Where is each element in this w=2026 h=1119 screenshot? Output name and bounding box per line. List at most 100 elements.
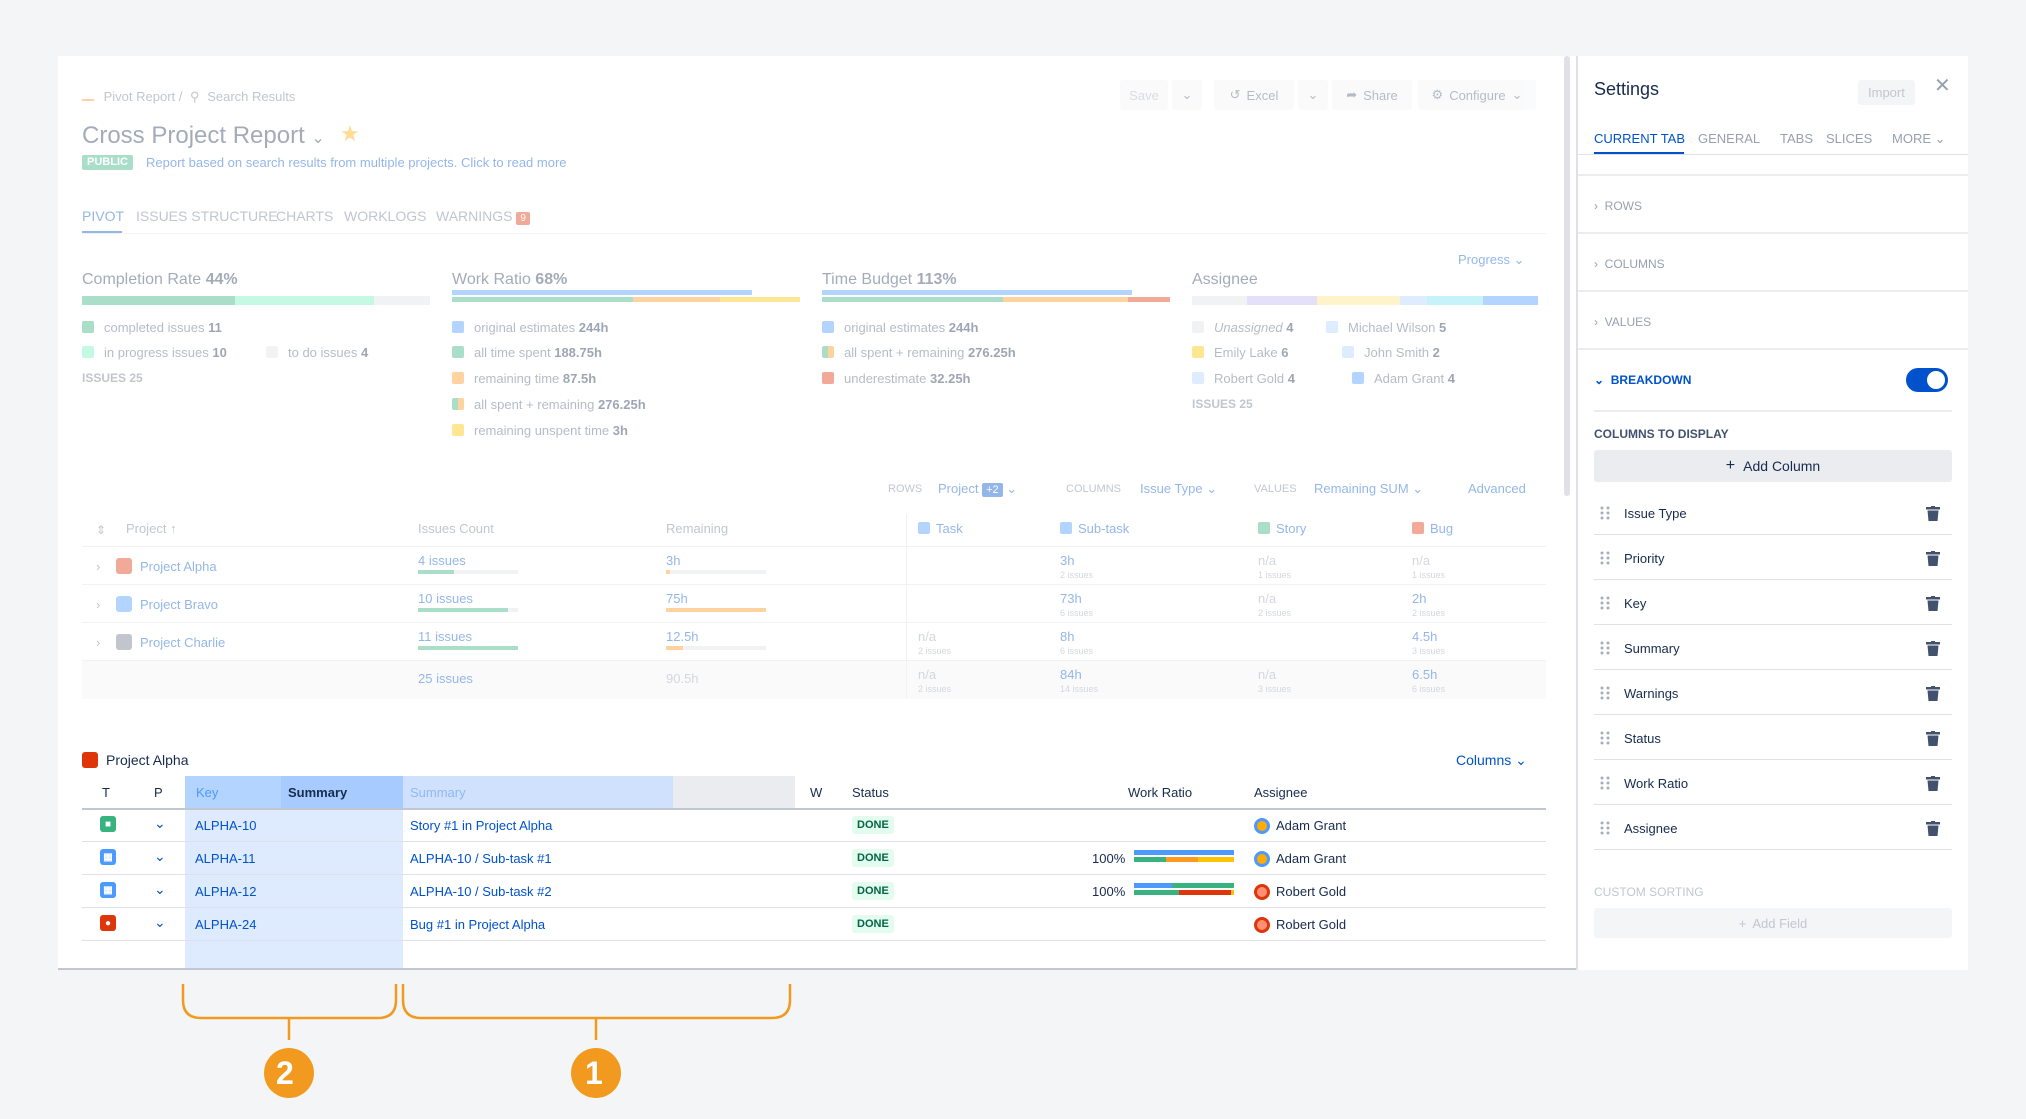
chevron-down-icon[interactable]: ⌄ [311,130,325,147]
excel-button[interactable]: ↺ Excel [1214,80,1294,110]
assignee-name[interactable]: Adam Grant [1276,851,1347,866]
assignee-name[interactable]: Adam Grant [1276,818,1347,833]
excel-dropdown-button[interactable]: ⌄ [1298,80,1328,110]
sort-icon[interactable]: ⇕ [96,523,107,537]
trash-icon[interactable] [1926,821,1940,836]
columns-dropdown[interactable]: Issue Type ⌄ [1140,481,1218,496]
drag-handle-icon[interactable] [1600,551,1610,565]
progress-dropdown[interactable]: Progress ⌄ [1458,252,1525,267]
tab-warnings[interactable]: WARNINGS 9 [436,208,530,225]
section-rows[interactable]: › ROWS [1594,199,1643,213]
assignee-name[interactable]: Robert Gold [1276,917,1347,932]
drag-handle-icon[interactable] [1600,776,1610,790]
pivot-row-name[interactable]: Project Bravo [140,597,219,612]
pivot-cell[interactable]: 3h [1060,553,1075,568]
page-title[interactable]: Cross Project Report ⌄ [82,122,325,149]
pivot-row-remaining[interactable]: 12.5h [666,629,699,644]
import-button[interactable]: Import [1858,80,1915,105]
settings-tab-more[interactable]: MORE ⌄ [1892,131,1946,146]
pivot-row-count[interactable]: 10 issues [418,591,473,606]
drag-handle-icon[interactable] [1600,596,1610,610]
issue-key[interactable]: ALPHA-12 [195,884,257,899]
assignee-name[interactable]: Robert Gold [1276,884,1347,899]
pivot-row-name[interactable]: Project Charlie [140,635,226,650]
configure-button[interactable]: ⚙ Configure ⌄ [1418,80,1536,110]
breadcrumb-root[interactable]: Pivot Report [103,89,176,104]
pivot-header-project[interactable]: Project ↑ [126,521,177,536]
add-column-button[interactable]: + Add Column [1594,450,1952,482]
save-dropdown-button[interactable]: ⌄ [1172,80,1202,110]
save-button[interactable]: Save [1120,80,1168,110]
expand-icon[interactable]: › [96,635,101,650]
expand-icon[interactable]: › [96,559,101,574]
tab-charts[interactable]: CHARTS [276,208,334,224]
add-field-button[interactable]: + Add Field [1594,908,1952,938]
pivot-cell[interactable]: 73h [1060,591,1082,606]
pivot-cell[interactable]: 84h [1060,667,1082,682]
column-config-row[interactable]: Assignee [1594,805,1952,850]
section-values[interactable]: › VALUES [1594,315,1652,329]
pivot-cell[interactable]: 8h [1060,629,1075,644]
pivot-cell[interactable]: 6.5h [1412,667,1438,682]
issue-key[interactable]: ALPHA-10 [195,818,257,833]
trash-icon[interactable] [1926,686,1940,701]
pivot-row-remaining[interactable]: 3h [666,553,681,568]
drag-handle-icon[interactable] [1600,506,1610,520]
drag-handle-icon[interactable] [1600,641,1610,655]
pivot-header-divider [82,546,1546,547]
tab-issues-structure[interactable]: ISSUES STRUCTURE [136,208,278,224]
breakdown-toggle[interactable] [1906,368,1948,392]
drag-handle-icon[interactable] [1600,731,1610,745]
tab-pivot[interactable]: PIVOT [82,208,125,224]
column-config-row[interactable]: Status [1594,715,1952,760]
pivot-row-remaining[interactable]: 75h [666,591,688,606]
column-config-row[interactable]: Summary [1594,625,1952,670]
issue-summary[interactable]: Story #1 in Project Alpha [410,818,553,833]
column-config-row[interactable]: Key [1594,580,1952,625]
tab-worklogs[interactable]: WORKLOGS [344,208,427,224]
column-config-row[interactable]: Warnings [1594,670,1952,715]
column-config-row[interactable]: Issue Type [1594,490,1952,535]
star-icon[interactable]: ★ [340,121,360,146]
report-description[interactable]: Report based on search results from mult… [146,155,567,170]
row-divider [82,907,1546,908]
settings-tab-current[interactable]: CURRENT TAB [1594,131,1686,146]
pivot-cell[interactable]: 4.5h [1412,629,1438,644]
issue-summary[interactable]: ALPHA-10 / Sub-task #1 [410,851,552,866]
rows-dropdown[interactable]: Project +2 ⌄ [938,481,1018,497]
trash-icon[interactable] [1926,731,1940,746]
trash-icon[interactable] [1926,506,1940,521]
section-breakdown[interactable]: ⌄ BREAKDOWN [1594,373,1692,387]
pivot-row-count[interactable]: 4 issues [418,553,466,568]
section-columns[interactable]: › COLUMNS [1594,257,1665,271]
drag-handle-icon[interactable] [1600,686,1610,700]
pivot-row-count[interactable]: 11 issues [418,629,472,644]
column-config-row[interactable]: Work Ratio [1594,760,1952,805]
issue-key[interactable]: ALPHA-11 [195,851,256,866]
issue-summary[interactable]: ALPHA-10 / Sub-task #2 [410,884,552,899]
trash-icon[interactable] [1926,551,1940,566]
expand-icon[interactable]: › [96,597,101,612]
drag-handle-icon[interactable] [1600,821,1610,835]
pivot-cell[interactable]: 2h [1412,591,1427,606]
pivot-row-name[interactable]: Project Alpha [140,559,217,574]
share-button[interactable]: ➦ Share [1332,80,1412,110]
values-dropdown[interactable]: Remaining SUM ⌄ [1314,481,1424,496]
settings-tab-tabs[interactable]: TABS [1780,131,1813,146]
trash-icon[interactable] [1926,776,1940,791]
issue-key[interactable]: ALPHA-24 [195,917,257,932]
trash-icon[interactable] [1926,641,1940,656]
col-header-summary-dragging[interactable]: Summary [288,785,348,800]
close-icon[interactable]: ✕ [1934,75,1951,97]
issue-summary[interactable]: Bug #1 in Project Alpha [410,917,546,932]
settings-tab-general[interactable]: GENERAL [1698,131,1761,146]
breadcrumb-current[interactable]: Search Results [207,89,296,104]
col-header-key[interactable]: Key [196,785,219,800]
columns-button[interactable]: Columns ⌄ [1456,752,1527,768]
pivot-total-count[interactable]: 25 issues [418,671,473,686]
trash-icon[interactable] [1926,596,1940,611]
advanced-link[interactable]: Advanced [1468,481,1526,496]
main-scrollbar[interactable] [1564,56,1570,496]
settings-tab-slices[interactable]: SLICES [1826,131,1873,146]
column-config-row[interactable]: Priority [1594,535,1952,580]
